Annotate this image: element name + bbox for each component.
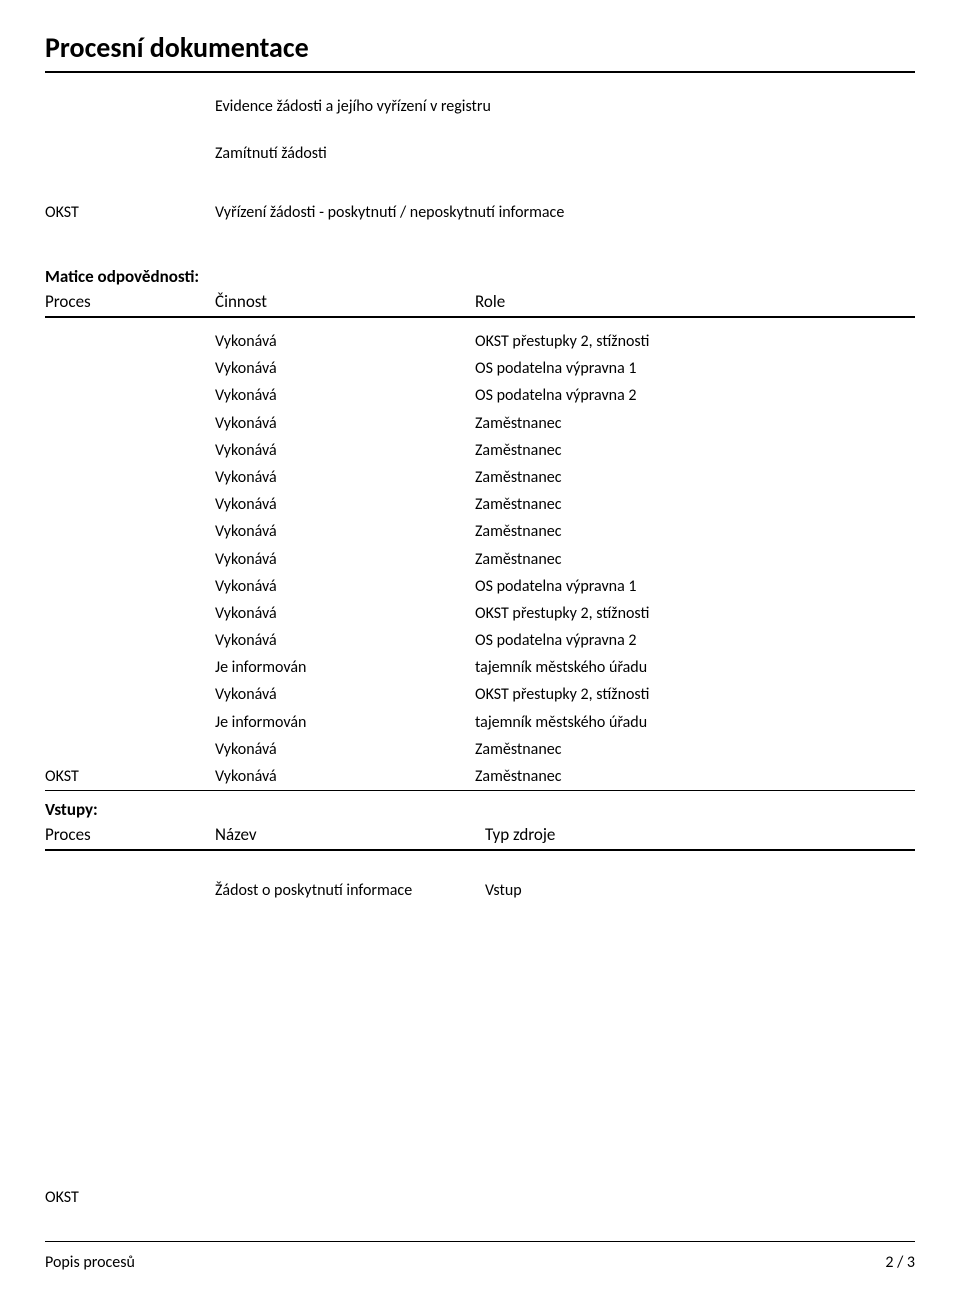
inputs-col-typ: Typ zdroje: [485, 824, 915, 845]
cell-cinnost: Vykonává: [215, 736, 475, 763]
table-row: VykonáváZaměstnanec: [45, 464, 915, 491]
table-row: OKSTVykonáváZaměstnanec: [45, 763, 915, 790]
bottom-okst-label: OKST: [45, 1188, 79, 1207]
table-row: VykonáváOKST přestupky 2, stížnosti: [45, 600, 915, 627]
cell-role: OS podatelna výpravna 1: [475, 355, 915, 382]
cell-proces: [45, 410, 215, 437]
table-row: VykonáváZaměstnanec: [45, 437, 915, 464]
footer: Popis procesů 2 / 3: [45, 1253, 915, 1272]
cell-role: Zaměstnanec: [475, 518, 915, 545]
inputs-cell-nazev: Žádost o poskytnutí informace: [215, 881, 485, 900]
matrix-header-row: Proces Činnost Role: [45, 287, 915, 314]
cell-proces: [45, 382, 215, 409]
table-row: VykonáváOKST přestupky 2, stížnosti: [45, 328, 915, 355]
table-row: VykonáváOKST přestupky 2, stížnosti: [45, 681, 915, 708]
table-row: VykonáváOS podatelna výpravna 1: [45, 573, 915, 600]
footer-left: Popis procesů: [45, 1253, 135, 1272]
inputs-col-nazev: Název: [215, 824, 485, 845]
cell-cinnost: Je informován: [215, 654, 475, 681]
cell-role: OS podatelna výpravna 1: [475, 573, 915, 600]
table-row: VykonáváZaměstnanec: [45, 546, 915, 573]
cell-role: Zaměstnanec: [475, 736, 915, 763]
title-rule: [45, 71, 915, 73]
cell-proces: [45, 491, 215, 518]
cell-proces: [45, 355, 215, 382]
table-row: VykonáváOS podatelna výpravna 2: [45, 627, 915, 654]
inputs-cell-typ: Vstup: [485, 881, 915, 900]
inputs-col-proces: Proces: [45, 824, 215, 845]
okst-label: OKST: [45, 203, 215, 222]
intro-line-1: Evidence žádosti a jejího vyřízení v reg…: [45, 97, 915, 116]
cell-cinnost: Vykonává: [215, 491, 475, 518]
cell-role: Zaměstnanec: [475, 763, 915, 790]
cell-proces: [45, 328, 215, 355]
matrix-body: VykonáváOKST přestupky 2, stížnostiVykon…: [45, 318, 915, 790]
cell-proces: [45, 464, 215, 491]
okst-row: OKST Vyřízení žádosti - poskytnutí / nep…: [45, 203, 915, 222]
inputs-header-row: Proces Název Typ zdroje: [45, 820, 915, 847]
cell-proces: [45, 681, 215, 708]
cell-cinnost: Vykonává: [215, 763, 475, 790]
cell-cinnost: Vykonává: [215, 681, 475, 708]
cell-proces: [45, 709, 215, 736]
cell-role: tajemník městského úřadu: [475, 654, 915, 681]
cell-cinnost: Vykonává: [215, 382, 475, 409]
cell-cinnost: Vykonává: [215, 464, 475, 491]
table-row: VykonáváZaměstnanec: [45, 491, 915, 518]
cell-proces: [45, 573, 215, 600]
cell-role: Zaměstnanec: [475, 410, 915, 437]
inputs-heading: Vstupy:: [45, 799, 915, 820]
cell-role: tajemník městského úřadu: [475, 709, 915, 736]
cell-cinnost: Vykonává: [215, 573, 475, 600]
matrix-col-proces: Proces: [45, 291, 215, 312]
cell-cinnost: Vykonává: [215, 518, 475, 545]
cell-proces: [45, 654, 215, 681]
matrix-col-cinnost: Činnost: [215, 291, 475, 312]
matrix-heading: Matice odpovědnosti:: [45, 266, 915, 287]
cell-role: OKST přestupky 2, stížnosti: [475, 681, 915, 708]
table-row: VykonáváOS podatelna výpravna 2: [45, 382, 915, 409]
cell-cinnost: Vykonává: [215, 600, 475, 627]
cell-role: Zaměstnanec: [475, 464, 915, 491]
cell-role: Zaměstnanec: [475, 546, 915, 573]
cell-role: OKST přestupky 2, stížnosti: [475, 600, 915, 627]
cell-role: Zaměstnanec: [475, 437, 915, 464]
page-title: Procesní dokumentace: [45, 30, 915, 65]
table-row: VykonáváOS podatelna výpravna 1: [45, 355, 915, 382]
table-row: VykonáváZaměstnanec: [45, 736, 915, 763]
cell-cinnost: Vykonává: [215, 437, 475, 464]
inputs-cell-proces: [45, 881, 215, 900]
cell-cinnost: Vykonává: [215, 627, 475, 654]
okst-text: Vyřízení žádosti - poskytnutí / neposkyt…: [215, 203, 564, 222]
cell-role: Zaměstnanec: [475, 491, 915, 518]
cell-cinnost: Vykonává: [215, 410, 475, 437]
cell-cinnost: Je informován: [215, 709, 475, 736]
cell-proces: [45, 627, 215, 654]
cell-proces: OKST: [45, 763, 215, 790]
cell-cinnost: Vykonává: [215, 328, 475, 355]
table-row: VykonáváZaměstnanec: [45, 518, 915, 545]
footer-right: 2 / 3: [885, 1253, 915, 1272]
table-row: VykonáváZaměstnanec: [45, 410, 915, 437]
cell-role: OS podatelna výpravna 2: [475, 627, 915, 654]
cell-cinnost: Vykonává: [215, 355, 475, 382]
intro-line-2: Zamítnutí žádosti: [45, 144, 915, 163]
cell-proces: [45, 736, 215, 763]
matrix-col-role: Role: [475, 291, 915, 312]
cell-proces: [45, 546, 215, 573]
footer-rule: [45, 1241, 915, 1242]
cell-role: OS podatelna výpravna 2: [475, 382, 915, 409]
cell-proces: [45, 437, 215, 464]
cell-cinnost: Vykonává: [215, 546, 475, 573]
inputs-row: Žádost o poskytnutí informace Vstup: [45, 851, 915, 908]
cell-proces: [45, 518, 215, 545]
table-row: Je informovántajemník městského úřadu: [45, 709, 915, 736]
cell-proces: [45, 600, 215, 627]
matrix-footer-rule: [45, 790, 915, 791]
table-row: Je informovántajemník městského úřadu: [45, 654, 915, 681]
cell-role: OKST přestupky 2, stížnosti: [475, 328, 915, 355]
